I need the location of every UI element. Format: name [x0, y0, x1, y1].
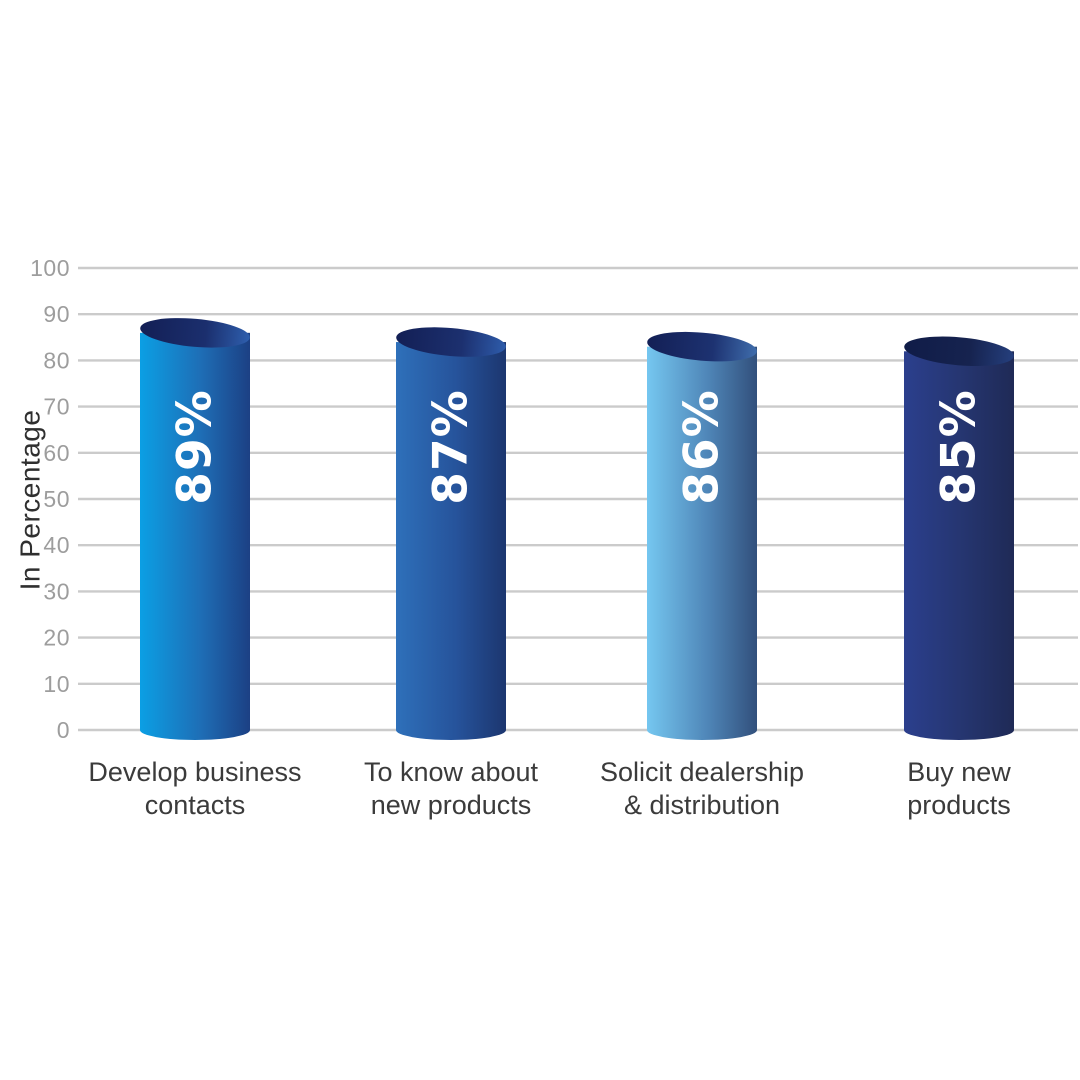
y-tick-label: 50: [43, 486, 70, 512]
bar-body: [140, 332, 250, 730]
bar-value-label: 86%: [675, 389, 730, 505]
y-tick-label: 40: [43, 532, 70, 558]
category-label: Buy new products: [907, 757, 1011, 820]
bar-top-cap: [140, 318, 250, 348]
category-label: Solicit dealership & distribution: [600, 757, 804, 820]
bar-body: [647, 346, 757, 730]
y-tick-label: 100: [30, 255, 70, 281]
y-tick-label: 70: [43, 394, 70, 420]
bar-top-cap: [647, 331, 757, 362]
bar-cylinder: 85%: [904, 336, 1014, 740]
y-tick-label: 10: [43, 671, 70, 697]
y-tick-label: 60: [43, 440, 70, 466]
bar-top-cap: [396, 327, 506, 357]
bar-cylinder: 87%: [396, 327, 506, 740]
bar-value-label: 89%: [168, 389, 223, 505]
category-label: To know about new products: [364, 757, 539, 820]
y-tick-label: 30: [43, 578, 70, 604]
y-tick-label: 80: [43, 347, 70, 373]
y-tick-label: 90: [43, 301, 70, 327]
bar-value-label: 87%: [424, 389, 479, 505]
y-axis-title: In Percentage: [15, 410, 46, 591]
bar-top-cap: [904, 336, 1014, 367]
bar-cylinder: 89%: [140, 318, 250, 740]
bar-body: [396, 342, 506, 730]
bar-cylinder: 86%: [647, 331, 757, 740]
bar-value-label: 85%: [932, 389, 987, 505]
category-label: Develop business contacts: [88, 757, 301, 820]
y-tick-label: 20: [43, 625, 70, 651]
bar-body: [904, 351, 1014, 730]
y-tick-label: 0: [57, 717, 70, 743]
